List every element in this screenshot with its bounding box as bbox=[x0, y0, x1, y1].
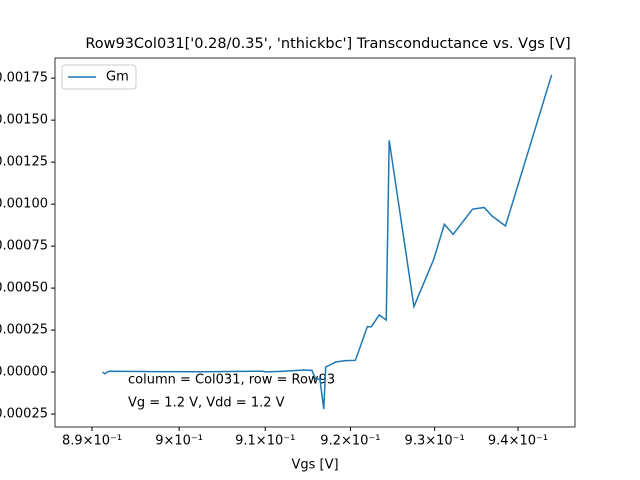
x-tick-label: 9.4×10⁻¹ bbox=[488, 434, 548, 449]
y-tick-label: 0.00100 bbox=[0, 197, 48, 212]
data-line bbox=[102, 74, 553, 410]
x-tick-label: 9×10⁻¹ bbox=[155, 434, 203, 449]
annotation: Vg = 1.2 V, Vdd = 1.2 V bbox=[128, 396, 285, 411]
plot-frame bbox=[54, 57, 576, 428]
annotation: column = Col031, row = Row93 bbox=[128, 373, 335, 388]
y-tick-label: 0.00050 bbox=[0, 281, 48, 296]
x-tick-label: 9.1×10⁻¹ bbox=[235, 434, 295, 449]
y-tick-label: 0.00025 bbox=[0, 323, 48, 338]
legend-label: Gm bbox=[106, 70, 129, 85]
legend-box bbox=[61, 64, 137, 90]
x-tick-label: 9.3×10⁻¹ bbox=[405, 434, 465, 449]
y-tick-label: 0.00075 bbox=[0, 239, 48, 254]
x-axis-label: Vgs [V] bbox=[291, 458, 338, 473]
y-tick-label: 0.00175 bbox=[0, 71, 48, 86]
y-tick-label: 0.00000 bbox=[0, 365, 48, 380]
x-tick-label: 9.2×10⁻¹ bbox=[320, 434, 380, 449]
y-tick-label: 0.00150 bbox=[0, 113, 48, 128]
y-tick-label: 0.00125 bbox=[0, 155, 48, 170]
y-tick-label: −0.00025 bbox=[0, 407, 48, 422]
x-tick-label: 8.9×10⁻¹ bbox=[62, 434, 122, 449]
chart-title: Row93Col031['0.28/0.35', 'nthickbc'] Tra… bbox=[85, 36, 570, 52]
